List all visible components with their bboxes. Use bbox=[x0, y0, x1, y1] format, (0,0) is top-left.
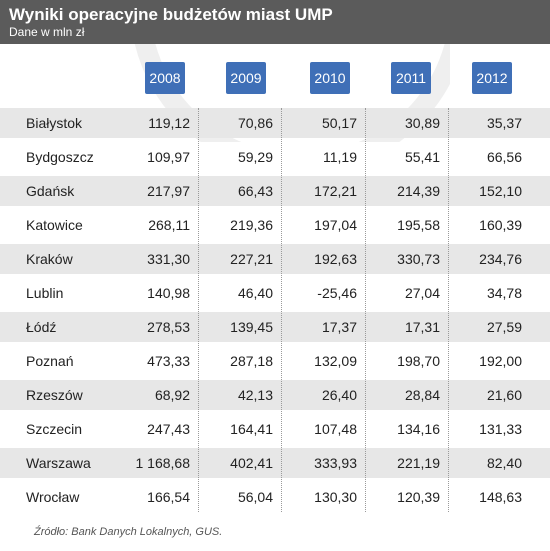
column-separator bbox=[365, 108, 366, 512]
chart-subtitle: Dane w mln zł bbox=[9, 25, 85, 39]
value-cell-2010: 11,19 bbox=[323, 149, 357, 165]
value-cell-2008: 109,97 bbox=[147, 149, 190, 165]
table-row: Szczecin 247,43 164,41 107,48 134,16 131,33 bbox=[0, 414, 550, 444]
value-cell-2009: 139,45 bbox=[230, 319, 273, 335]
column-separator bbox=[198, 108, 199, 512]
value-cell-2012: 66,56 bbox=[486, 149, 522, 165]
table-row: Lublin 140,98 46,40 -25,46 27,04 34,78 bbox=[0, 278, 550, 308]
city-label: Kraków bbox=[26, 251, 73, 267]
table-row: Warszawa 1 168,68 402,41 333,93 221,19 82,40 bbox=[0, 448, 550, 478]
value-cell-2009: 56,04 bbox=[237, 489, 273, 505]
city-label: Rzeszów bbox=[26, 387, 83, 403]
value-cell-2008: 247,43 bbox=[147, 421, 190, 437]
table-row: Wrocław 166,54 56,04 130,30 120,39 148,63 bbox=[0, 482, 550, 512]
value-cell-2009: 70,86 bbox=[237, 115, 273, 131]
value-cell-2012: 34,78 bbox=[486, 285, 522, 301]
value-cell-2009: 287,18 bbox=[230, 353, 273, 369]
table-row: Łódź 278,53 139,45 17,37 17,31 27,59 bbox=[0, 312, 550, 342]
value-cell-2012: 148,63 bbox=[479, 489, 522, 505]
value-cell-2012: 82,40 bbox=[486, 455, 522, 471]
chart-title: Wyniki operacyjne budżetów miast UMP bbox=[9, 5, 333, 24]
value-cell-2011: 221,19 bbox=[397, 455, 440, 471]
value-cell-2012: 35,37 bbox=[486, 115, 522, 131]
value-cell-2008: 331,30 bbox=[147, 251, 190, 267]
value-cell-2009: 42,13 bbox=[237, 387, 273, 403]
value-cell-2008: 119,12 bbox=[148, 115, 190, 131]
column-separator bbox=[448, 108, 449, 512]
value-cell-2012: 234,76 bbox=[479, 251, 522, 267]
table-row: Katowice 268,11 219,36 197,04 195,58 160,39 bbox=[0, 210, 550, 240]
value-cell-2011: 27,04 bbox=[404, 285, 440, 301]
value-cell-2011: 330,73 bbox=[397, 251, 440, 267]
year-header-2009: 2009 bbox=[226, 62, 266, 94]
city-label: Gdańsk bbox=[26, 183, 75, 199]
value-cell-2008: 473,33 bbox=[147, 353, 190, 369]
value-cell-2008: 1 168,68 bbox=[135, 455, 191, 471]
year-header-2010: 2010 bbox=[310, 62, 350, 94]
table-row: Kraków 331,30 227,21 192,63 330,73 234,76 bbox=[0, 244, 550, 274]
city-label: Poznań bbox=[26, 353, 74, 369]
table-row: Poznań 473,33 287,18 132,09 198,70 192,00 bbox=[0, 346, 550, 376]
value-cell-2011: 198,70 bbox=[397, 353, 440, 369]
value-cell-2009: 66,43 bbox=[237, 183, 273, 199]
value-cell-2011: 55,41 bbox=[404, 149, 440, 165]
value-cell-2011: 30,89 bbox=[404, 115, 440, 131]
table-row: Białystok 119,12 70,86 50,17 30,89 35,37 bbox=[0, 108, 550, 138]
value-cell-2012: 131,33 bbox=[479, 421, 522, 437]
value-cell-2008: 140,98 bbox=[147, 285, 190, 301]
value-cell-2009: 227,21 bbox=[230, 251, 273, 267]
value-cell-2008: 278,53 bbox=[147, 319, 190, 335]
value-cell-2009: 164,41 bbox=[230, 421, 273, 437]
value-cell-2012: 21,60 bbox=[486, 387, 522, 403]
value-cell-2010: -25,46 bbox=[317, 285, 357, 301]
table-row: Rzeszów 68,92 42,13 26,40 28,84 21,60 bbox=[0, 380, 550, 410]
value-cell-2011: 120,39 bbox=[397, 489, 440, 505]
value-cell-2011: 214,39 bbox=[397, 183, 440, 199]
value-cell-2010: 17,37 bbox=[321, 319, 357, 335]
value-cell-2012: 27,59 bbox=[486, 319, 522, 335]
value-cell-2012: 160,39 bbox=[479, 217, 522, 233]
value-cell-2010: 197,04 bbox=[314, 217, 357, 233]
value-cell-2012: 192,00 bbox=[479, 353, 522, 369]
city-label: Warszawa bbox=[26, 455, 91, 471]
value-cell-2010: 130,30 bbox=[314, 489, 357, 505]
value-cell-2010: 26,40 bbox=[321, 387, 357, 403]
table-row: Gdańsk 217,97 66,43 172,21 214,39 152,10 bbox=[0, 176, 550, 206]
year-header-2012: 2012 bbox=[472, 62, 512, 94]
column-separator bbox=[281, 108, 282, 512]
city-label: Katowice bbox=[26, 217, 83, 233]
value-cell-2009: 219,36 bbox=[230, 217, 273, 233]
city-label: Wrocław bbox=[26, 489, 80, 505]
value-cell-2008: 268,11 bbox=[148, 217, 190, 233]
table-row: Bydgoszcz 109,97 59,29 11,19 55,41 66,56 bbox=[0, 142, 550, 172]
city-label: Szczecin bbox=[26, 421, 83, 437]
value-cell-2011: 195,58 bbox=[397, 217, 440, 233]
value-cell-2010: 192,63 bbox=[314, 251, 357, 267]
year-header-2011: 2011 bbox=[391, 62, 431, 94]
source-note: Źródło: Bank Danych Lokalnych, GUS. bbox=[34, 526, 223, 538]
value-cell-2011: 17,31 bbox=[404, 319, 440, 335]
chart-header: Wyniki operacyjne budżetów miast UMP Dan… bbox=[0, 0, 550, 44]
value-cell-2009: 59,29 bbox=[237, 149, 273, 165]
value-cell-2010: 333,93 bbox=[314, 455, 357, 471]
year-header-2008: 2008 bbox=[145, 62, 185, 94]
value-cell-2009: 46,40 bbox=[237, 285, 273, 301]
value-cell-2008: 68,92 bbox=[154, 387, 190, 403]
value-cell-2010: 50,17 bbox=[321, 115, 357, 131]
value-cell-2008: 166,54 bbox=[147, 489, 190, 505]
value-cell-2010: 132,09 bbox=[314, 353, 357, 369]
value-cell-2012: 152,10 bbox=[479, 183, 522, 199]
value-cell-2010: 172,21 bbox=[314, 183, 357, 199]
value-cell-2011: 28,84 bbox=[404, 387, 440, 403]
city-label: Bydgoszcz bbox=[26, 149, 94, 165]
value-cell-2009: 402,41 bbox=[230, 455, 273, 471]
city-label: Łódź bbox=[26, 319, 57, 335]
value-cell-2011: 134,16 bbox=[397, 421, 440, 437]
value-cell-2008: 217,97 bbox=[147, 183, 190, 199]
value-cell-2010: 107,48 bbox=[314, 421, 357, 437]
city-label: Lublin bbox=[26, 285, 64, 301]
city-label: Białystok bbox=[26, 115, 83, 131]
